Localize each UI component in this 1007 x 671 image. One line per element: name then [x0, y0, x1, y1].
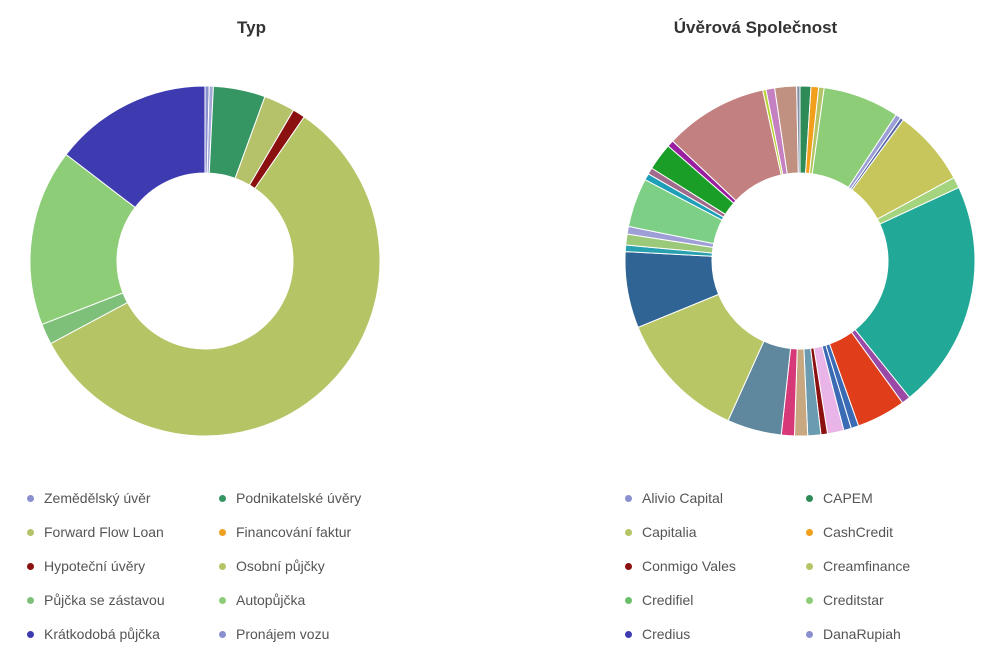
legend-item[interactable]: Conmigo Vales — [625, 554, 736, 578]
legend-marker-icon — [806, 630, 813, 638]
chart-title: Úvěrová Společnost — [673, 18, 838, 37]
legend-marker-icon — [27, 596, 34, 604]
legend-item[interactable]: CAPEM — [806, 486, 873, 510]
legend-marker-icon — [27, 494, 34, 502]
legend-label: CashCredit — [823, 524, 894, 540]
legend-item[interactable]: Creamfinance — [806, 554, 910, 578]
legend-item[interactable]: Zemědělský úvěr — [27, 486, 151, 510]
legend-label: Capitalia — [642, 524, 697, 540]
chart-title: Typ — [237, 18, 266, 37]
legend-item[interactable]: Credius — [625, 622, 690, 646]
legend-item[interactable]: Creditstar — [806, 588, 884, 612]
legend-item[interactable]: Capitalia — [625, 520, 696, 544]
donut-chart-uverova-spolecnost — [624, 85, 976, 437]
legend-label: Financování faktur — [236, 524, 352, 540]
legend-label: Pronájem vozu — [236, 626, 330, 642]
chart-panel-typ: Typ Zemědělský úvěr Podnikatelské úvěry Fo… — [0, 0, 503, 671]
legend-label: Creditstar — [823, 592, 884, 608]
legend-item[interactable]: Autopůjčka — [219, 588, 305, 612]
legend-marker-icon — [27, 562, 34, 570]
legend-item[interactable]: Pronájem vozu — [219, 622, 329, 646]
legend-marker-icon — [219, 494, 226, 502]
legend-label: Creamfinance — [823, 558, 911, 574]
legend-marker-icon — [27, 528, 34, 536]
legend-label: DanaRupiah — [823, 626, 901, 642]
legend-label: Zemědělský úvěr — [44, 490, 151, 506]
legend-label: Credius — [642, 626, 691, 642]
legend-marker-icon — [219, 596, 226, 604]
legend-marker-icon — [625, 596, 632, 604]
legend-item[interactable]: Forward Flow Loan — [27, 520, 164, 544]
legend-item[interactable]: Credifiel — [625, 588, 693, 612]
pie-slice[interactable] — [796, 85, 801, 174]
legend-item[interactable]: Půjčka se zástavou — [27, 588, 165, 612]
legend-label: Forward Flow Loan — [44, 524, 164, 540]
legend-label: Hypoteční úvěry — [44, 558, 146, 574]
legend-label: Půjčka se zástavou — [44, 592, 165, 608]
legend-marker-icon — [625, 494, 632, 502]
legend-item[interactable]: Hypoteční úvěry — [27, 554, 145, 578]
legend-marker-icon — [219, 562, 226, 570]
legend-label: Osobní půjčky — [236, 558, 325, 574]
legend-item[interactable]: DanaRupiah — [806, 622, 901, 646]
pie-slice[interactable] — [29, 153, 136, 326]
legend-item[interactable]: Osobní půjčky — [219, 554, 325, 578]
legend-label: Krátkodobá půjčka — [44, 626, 160, 642]
legend-marker-icon — [219, 630, 226, 638]
legend-label: CAPEM — [823, 490, 873, 506]
legend-label: Credifiel — [642, 592, 694, 608]
legend-marker-icon — [625, 562, 632, 570]
chart-panel-uverova-spolecnost: Úvěrová Společnost Alivio Capital CAPEM Ca… — [504, 0, 1007, 671]
legend-item[interactable]: Financování faktur — [219, 520, 351, 544]
legend-label: Alivio Capital — [642, 490, 723, 506]
donut-chart-typ — [29, 85, 381, 437]
legend-marker-icon — [806, 494, 813, 502]
legend-marker-icon — [27, 630, 34, 638]
legend-label: Podnikatelské úvěry — [236, 490, 362, 506]
legend-item[interactable]: Krátkodobá půjčka — [27, 622, 160, 646]
legend-item[interactable]: CashCredit — [806, 520, 893, 544]
legend-label: Autopůjčka — [236, 592, 306, 608]
legend-marker-icon — [219, 528, 226, 536]
legend-marker-icon — [806, 528, 813, 536]
legend-marker-icon — [806, 596, 813, 604]
pie-slice[interactable] — [854, 186, 976, 399]
legend-item[interactable]: Alivio Capital — [625, 486, 723, 510]
legend-item[interactable]: Podnikatelské úvěry — [219, 486, 361, 510]
pie-slice[interactable] — [50, 116, 381, 437]
legend-marker-icon — [806, 562, 813, 570]
legend-marker-icon — [625, 528, 632, 536]
legend-marker-icon — [625, 630, 632, 638]
legend-label: Conmigo Vales — [642, 558, 736, 574]
pie-slice[interactable] — [65, 85, 206, 209]
